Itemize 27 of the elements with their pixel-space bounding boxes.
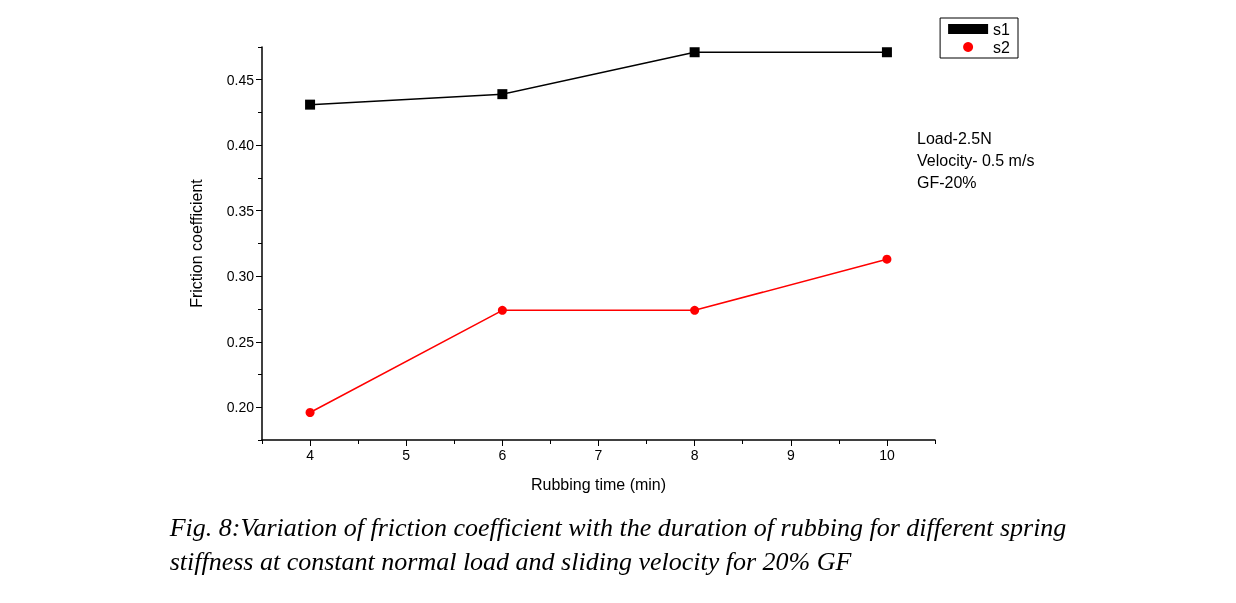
y-tick-label: 0.30 [226,268,255,285]
point [497,305,507,315]
legend-label: s1 [993,20,1011,38]
point [882,254,892,264]
x-tick-label: 5 [402,447,411,463]
y-tick-label: 0.35 [226,202,255,219]
caption: Fig. 8:Variation of friction coefficient with the duration of rubbing for different spring stiffness at constant normal load and sliding velocity for 20% GF [168,512,1067,576]
point [305,99,316,110]
x-tick-label: 7 [594,447,603,463]
legend-label: s2 [993,38,1011,56]
point [689,47,700,58]
x-axis-title: Rubbing time (min) [530,475,667,493]
point [305,407,315,417]
y-tick-label: 0.40 [226,137,255,154]
y-axis-title: Friction coefficient [187,178,205,308]
point [497,89,508,100]
x-tick-label: 6 [498,447,507,463]
point [881,47,892,58]
x-tick-label: 4 [306,447,315,463]
x-tick-label: 10 [879,447,895,463]
y-tick-label: 0.45 [226,71,255,88]
annotation: Load-2.5N Velocity- 0.5 m/s GF-20% [917,129,1035,191]
point [690,305,700,315]
x-tick-label: 8 [690,447,699,463]
y-tick-label: 0.20 [226,399,255,416]
y-tick-label: 0.25 [226,333,255,350]
x-tick-label: 9 [786,447,795,463]
